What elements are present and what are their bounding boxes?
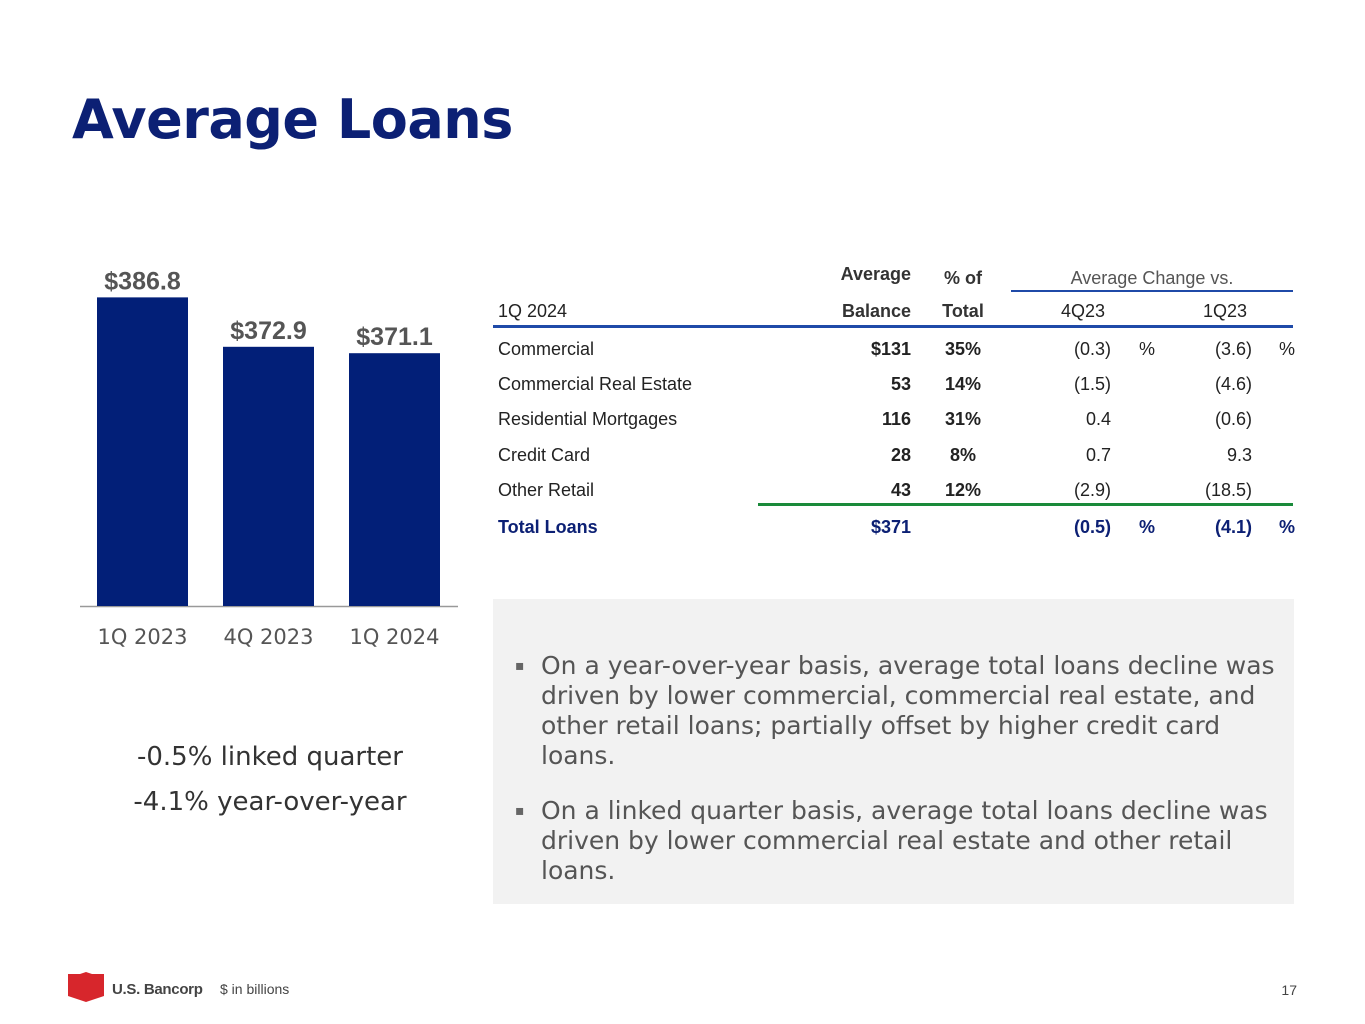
- row-balance: 116: [881, 409, 911, 429]
- header-change-vs: Average Change vs.: [1070, 268, 1234, 288]
- page-number: 17: [1281, 982, 1297, 998]
- bar-1q-2024: [349, 353, 440, 606]
- row-pct-of-total: 14%: [944, 374, 982, 394]
- row-change-1q: (3.6): [1214, 339, 1252, 359]
- row-pct-of-total: 31%: [944, 409, 982, 429]
- units-footnote: $ in billions: [220, 981, 290, 997]
- x-tick-label: 1Q 2023: [97, 625, 187, 649]
- row-label: Commercial Real Estate: [498, 374, 693, 394]
- total-loans-label: Total Loans: [498, 517, 598, 537]
- header-average: Average: [840, 264, 911, 284]
- row-label: Credit Card: [498, 445, 591, 465]
- bar-1q-2023: [97, 297, 188, 606]
- row-balance: $131: [870, 339, 911, 359]
- x-tick-label: 4Q 2023: [223, 625, 313, 649]
- header-1q23: 1Q23: [1202, 301, 1248, 321]
- row-label: Commercial: [498, 339, 595, 359]
- note-bullet-2: ▪ On a linked quarter basis, average tot…: [515, 796, 1281, 886]
- bullet-square-icon: ▪: [515, 658, 525, 674]
- row-change-4q: 0.4: [1085, 409, 1111, 429]
- row-change-1q: 9.3: [1226, 445, 1252, 465]
- row-balance: 28: [890, 445, 911, 465]
- row-balance: 43: [890, 480, 911, 500]
- bullet-square-icon: ▪: [515, 803, 525, 819]
- row-change-4q: 0.7: [1085, 445, 1111, 465]
- header-balance: Balance: [841, 301, 911, 321]
- row-change-1q: (18.5): [1204, 480, 1252, 500]
- bar-chart: $386.8 1Q 2023 $372.9 4Q 2023 $371.1 1Q 2024: [80, 267, 458, 649]
- linked-quarter-summary: -0.5% linked quarter: [136, 742, 403, 772]
- page-title: Average Loans: [72, 88, 513, 151]
- row-balance: 53: [890, 374, 911, 394]
- header-rule: [493, 325, 1293, 328]
- header-pct-of: % of: [944, 268, 982, 288]
- total-rule: [758, 503, 1293, 506]
- logo-text: U.S. Bancorp: [112, 981, 203, 998]
- row-change-4q: (1.5): [1073, 374, 1111, 394]
- header-total: Total: [942, 301, 984, 321]
- loans-table: Average % of Average Change vs. 1Q 2024 …: [493, 256, 1296, 546]
- row-change-1q: (0.6): [1214, 409, 1252, 429]
- bar-value-label: $372.9: [230, 317, 306, 345]
- commentary-box: ▪ On a year-over-year basis, average tot…: [493, 599, 1294, 904]
- note-text-2: On a linked quarter basis, average total…: [541, 796, 1268, 885]
- row-label: Residential Mortgages: [498, 409, 678, 429]
- bar-value-label: $371.1: [356, 323, 433, 351]
- us-bancorp-shield-icon: [68, 972, 104, 1002]
- row-label: Other Retail: [498, 480, 595, 500]
- total-loans-pct-sign-1q: %: [1279, 517, 1296, 537]
- change-header-rule: [1011, 290, 1293, 292]
- row-pct-sign-1q: %: [1279, 339, 1296, 359]
- bar-4q-2023: [223, 346, 314, 606]
- total-loans-change-4q: (0.5): [1073, 517, 1111, 537]
- row-pct-of-total: 12%: [944, 480, 982, 500]
- row-change-1q: (4.6): [1214, 374, 1252, 394]
- row-change-4q: (2.9): [1073, 480, 1111, 500]
- total-loans-balance: $371: [870, 517, 911, 537]
- year-over-year-summary: -4.1% year-over-year: [133, 787, 407, 817]
- total-loans-change-1q: (4.1): [1214, 517, 1252, 537]
- row-pct-of-total: 35%: [944, 339, 982, 359]
- row-pct-of-total: 8%: [949, 445, 976, 465]
- header-period: 1Q 2024: [498, 301, 568, 321]
- note-text-1: On a year-over-year basis, average total…: [541, 651, 1275, 770]
- note-bullet-1: ▪ On a year-over-year basis, average tot…: [515, 651, 1281, 771]
- row-change-4q: (0.3): [1073, 339, 1111, 359]
- row-pct-sign-4q: %: [1139, 339, 1156, 359]
- bar-value-label: $386.8: [104, 267, 181, 295]
- x-tick-label: 1Q 2024: [349, 625, 439, 649]
- header-4q23: 4Q23: [1060, 301, 1106, 321]
- total-loans-pct-sign-4q: %: [1139, 517, 1156, 537]
